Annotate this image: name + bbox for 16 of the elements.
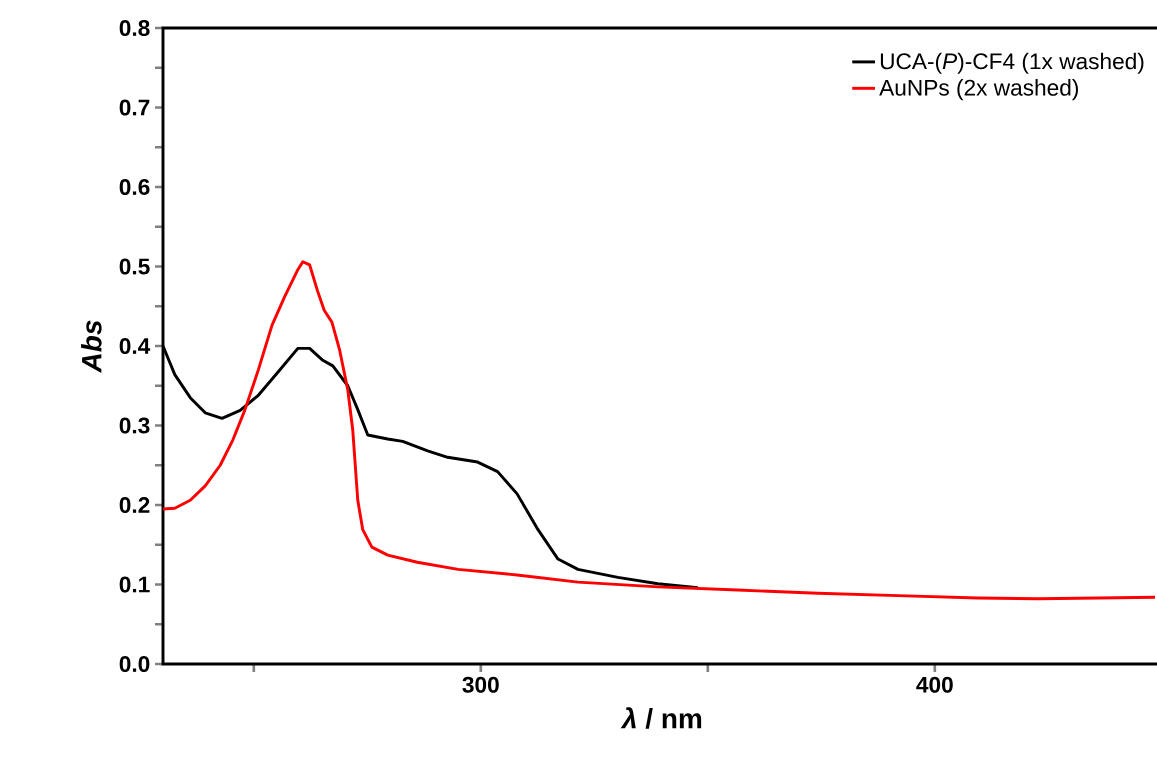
y-tick-label: 0.0 <box>119 655 150 673</box>
y-tick-label: 0.5 <box>119 258 150 275</box>
y-tick-label: 0.2 <box>119 496 150 514</box>
x-axis-title: λ / nm <box>620 707 702 729</box>
y-tick-label: 0.3 <box>119 417 150 434</box>
legend-label: UCA-(P)-CF4 (1x washed) <box>880 52 1144 74</box>
y-tick-label: 0.1 <box>119 576 150 593</box>
y-axis-title: Abs <box>81 320 102 374</box>
y-tick-label: 0.4 <box>119 337 151 355</box>
legend-label: AuNPs (2x washed) <box>879 79 1078 101</box>
y-tick-label: 0.6 <box>119 178 150 196</box>
y-tick-label: 0.7 <box>119 99 150 116</box>
y-tick-label: 0.8 <box>119 19 150 37</box>
x-tick-label: 300 <box>462 676 499 693</box>
x-tick-label: 400 <box>916 676 953 693</box>
line-series <box>163 260 1157 601</box>
